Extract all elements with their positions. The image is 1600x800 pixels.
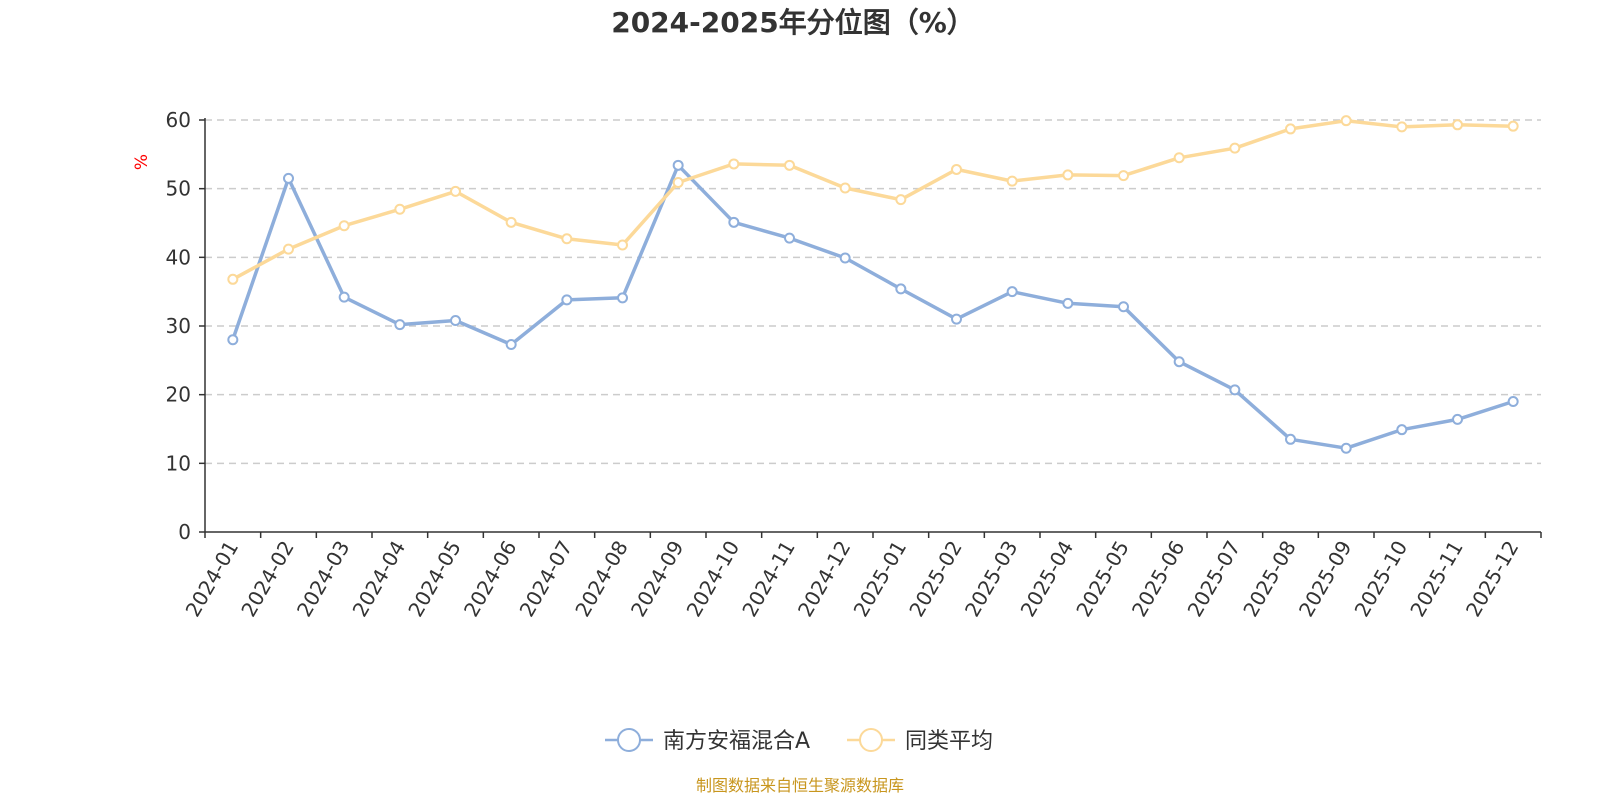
x-tick-label: 2024-06 xyxy=(459,537,522,621)
data-point xyxy=(283,243,294,255)
x-tick-label: 2024-05 xyxy=(403,537,466,621)
data-point xyxy=(1173,152,1185,164)
data-point xyxy=(1507,120,1519,132)
x-tick-label: 2025-02 xyxy=(904,537,967,621)
x-tick-label: 2024-09 xyxy=(626,537,689,621)
data-point xyxy=(951,163,962,175)
data-point xyxy=(1229,142,1241,154)
data-point xyxy=(283,172,294,184)
data-point xyxy=(505,339,517,351)
data-point xyxy=(1340,442,1352,454)
data-point xyxy=(784,232,795,244)
legend-item-1: 南方安福混合A xyxy=(605,728,810,754)
data-point xyxy=(561,294,573,306)
data-point xyxy=(895,194,907,206)
data-point xyxy=(617,239,628,251)
x-tick-label: 2024-10 xyxy=(682,537,745,621)
data-point xyxy=(951,313,962,325)
data-point xyxy=(895,283,907,295)
x-tick-label: 2024-08 xyxy=(570,537,633,621)
x-tick-label: 2025-01 xyxy=(849,537,912,621)
data-point xyxy=(450,315,461,327)
legend: 南方安福混合A 同类平均 xyxy=(605,728,993,754)
data-point xyxy=(672,159,684,171)
x-tick-label: 2025-10 xyxy=(1350,537,1413,621)
data-point xyxy=(394,319,406,331)
y-axis-label: % xyxy=(132,154,152,170)
x-tick-label: 2025-08 xyxy=(1238,537,1301,621)
data-point xyxy=(394,203,406,215)
data-point xyxy=(1062,297,1074,309)
y-tick-label: 30 xyxy=(166,314,191,338)
data-point xyxy=(1396,121,1408,133)
x-tick-label: 2025-05 xyxy=(1071,537,1134,621)
series-line xyxy=(231,163,1515,450)
data-point xyxy=(450,185,461,197)
x-tick-label: 2025-11 xyxy=(1405,537,1468,621)
x-tick-label: 2025-06 xyxy=(1127,537,1190,621)
x-tick-label: 2025-04 xyxy=(1016,537,1079,621)
axes: 01020304050602024-012024-022024-032024-0… xyxy=(166,108,1542,621)
y-tick-label: 20 xyxy=(166,383,191,407)
grid-lines xyxy=(205,119,1541,465)
data-source-note: 制图数据来自恒生聚源数据库 xyxy=(696,776,904,795)
series-line xyxy=(231,118,1515,282)
series-layer xyxy=(227,115,1519,454)
data-point xyxy=(227,273,239,285)
data-point xyxy=(1285,433,1296,445)
y-tick-label: 40 xyxy=(166,245,191,269)
data-point xyxy=(1452,119,1463,131)
data-point xyxy=(338,291,350,303)
data-point xyxy=(1062,169,1074,181)
y-tick-label: 10 xyxy=(166,451,191,475)
data-point xyxy=(728,216,740,228)
data-point xyxy=(1118,170,1129,182)
data-point xyxy=(1118,301,1129,313)
x-tick-label: 2024-04 xyxy=(348,537,411,621)
x-tick-label: 2025-12 xyxy=(1461,537,1524,621)
data-point xyxy=(672,176,684,188)
legend-marker-icon xyxy=(859,728,883,752)
data-point xyxy=(561,233,573,245)
data-point xyxy=(505,216,517,228)
data-point xyxy=(1229,384,1241,396)
x-tick-label: 2024-03 xyxy=(292,537,355,621)
data-point xyxy=(227,334,239,346)
data-point xyxy=(1285,123,1296,135)
legend-label: 南方安福混合A xyxy=(663,729,810,754)
legend-item-2: 同类平均 xyxy=(847,728,993,754)
y-tick-label: 0 xyxy=(178,520,191,544)
data-point xyxy=(784,159,795,171)
data-point xyxy=(1173,356,1185,368)
series-2 xyxy=(227,115,1519,285)
data-point xyxy=(617,292,628,304)
data-point xyxy=(338,220,350,232)
legend-marker-icon xyxy=(617,728,641,752)
data-point xyxy=(1340,115,1352,127)
x-tick-label: 2024-12 xyxy=(793,537,856,621)
data-point xyxy=(839,252,851,264)
x-tick-label: 2024-11 xyxy=(737,537,800,621)
series-1 xyxy=(227,159,1519,454)
data-point xyxy=(1396,424,1408,436)
data-point xyxy=(1006,286,1018,298)
x-tick-label: 2025-03 xyxy=(960,537,1023,621)
y-tick-label: 60 xyxy=(166,108,191,132)
x-tick-label: 2025-07 xyxy=(1183,537,1246,621)
data-point xyxy=(1507,396,1519,408)
data-point xyxy=(1006,175,1018,187)
data-point xyxy=(728,158,740,170)
legend-label: 同类平均 xyxy=(905,729,993,754)
data-point xyxy=(1452,413,1463,425)
y-tick-label: 50 xyxy=(166,177,191,201)
data-point xyxy=(839,182,851,194)
x-tick-label: 2024-01 xyxy=(181,537,244,621)
chart-title: 2024-2025年分位图（%） xyxy=(611,6,975,39)
x-tick-label: 2024-02 xyxy=(236,537,299,621)
x-tick-label: 2024-07 xyxy=(515,537,578,621)
x-tick-label: 2025-09 xyxy=(1294,537,1357,621)
